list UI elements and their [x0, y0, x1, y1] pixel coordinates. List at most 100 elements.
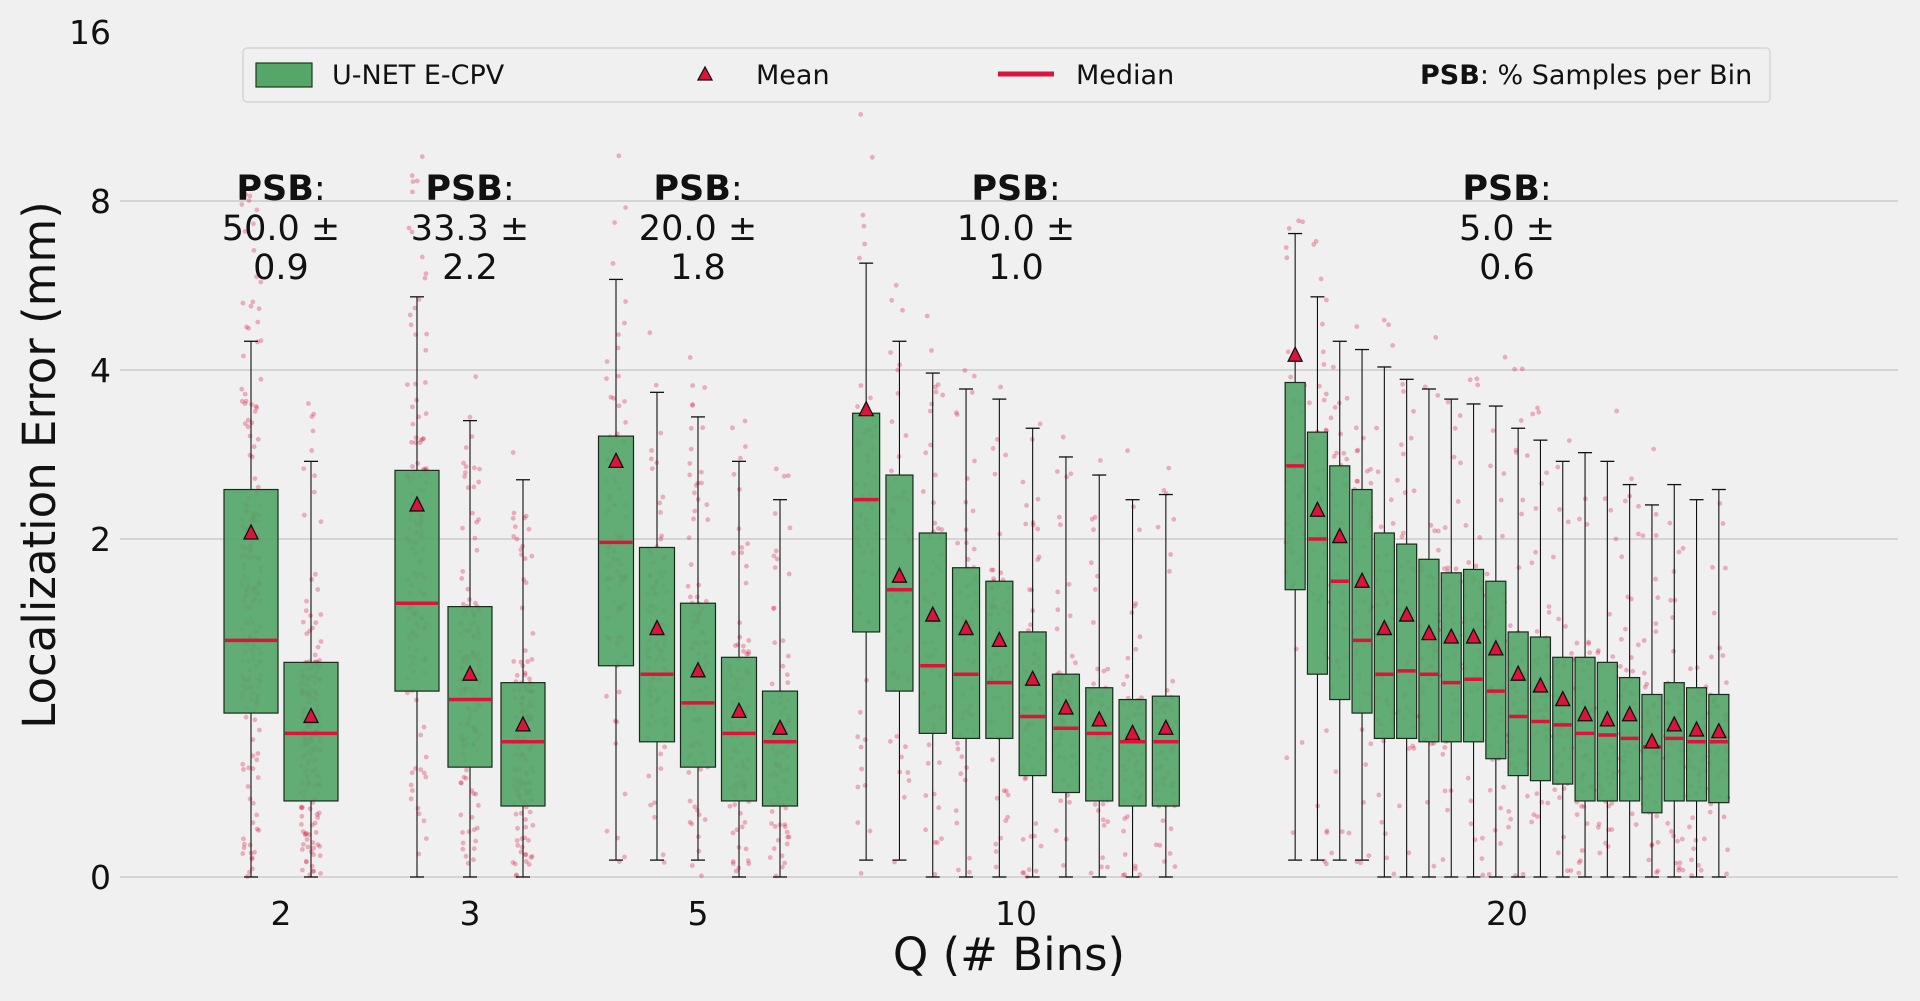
sample-point	[1354, 478, 1360, 484]
box-item	[720, 460, 758, 878]
sample-point	[471, 484, 477, 490]
sample-point	[1167, 568, 1172, 574]
sample-point	[779, 853, 785, 859]
sample-point	[962, 777, 968, 783]
sample-point	[1055, 589, 1061, 595]
sample-point	[1473, 563, 1479, 569]
sample-point	[526, 526, 532, 532]
sample-point	[696, 582, 702, 588]
sample-point	[510, 450, 516, 455]
sample-point	[1710, 564, 1715, 570]
sample-point	[1285, 349, 1291, 355]
sample-point	[1153, 842, 1159, 848]
mean-marker	[957, 619, 975, 636]
sample-point	[782, 824, 788, 830]
sample-point	[622, 854, 627, 860]
sample-point	[473, 791, 479, 797]
sample-point	[1317, 383, 1322, 389]
sample-point	[460, 830, 465, 835]
sample-point	[1487, 787, 1493, 793]
sample-point	[703, 598, 709, 604]
sample-point	[746, 649, 751, 654]
sample-point	[1466, 560, 1472, 565]
sample-point	[522, 670, 528, 676]
sample-point	[932, 520, 938, 526]
sample-point	[774, 556, 780, 562]
sample-point	[299, 822, 304, 827]
sample-point	[1579, 848, 1585, 853]
sample-point	[1311, 242, 1317, 247]
sample-point	[1061, 863, 1066, 868]
box-iqr	[1663, 682, 1685, 802]
sample-point	[1563, 624, 1568, 629]
sample-point	[731, 471, 737, 477]
sample-point	[1073, 660, 1078, 666]
sample-point	[1445, 565, 1451, 571]
sample-point	[1688, 666, 1693, 672]
mean-marker	[1599, 710, 1616, 727]
sample-point	[417, 440, 423, 446]
sample-point	[1680, 545, 1686, 551]
sample-point	[657, 500, 663, 506]
sample-point	[514, 838, 520, 843]
x-axis-ticks: 2 3 5 10 20	[271, 894, 1529, 933]
sample-point	[1565, 868, 1570, 874]
sample-point	[899, 754, 904, 760]
sample-point	[1533, 549, 1538, 555]
sample-point	[1673, 860, 1679, 866]
sample-point	[1125, 448, 1130, 454]
sample-point	[686, 770, 692, 775]
sample-point	[1534, 791, 1540, 796]
sample-point	[1475, 382, 1481, 388]
box-iqr	[985, 580, 1014, 740]
sample-point	[304, 631, 310, 637]
box-item	[1329, 340, 1351, 861]
psb-value: 50.0 ±	[222, 209, 340, 249]
sample-point	[459, 780, 464, 786]
sample-point	[1531, 812, 1537, 818]
sample-point	[862, 737, 868, 743]
box-iqr	[1418, 558, 1440, 743]
sample-point	[309, 448, 315, 453]
box-item	[1685, 499, 1708, 878]
sample-point	[1579, 803, 1584, 809]
mean-marker	[1576, 705, 1594, 722]
sample-point	[869, 154, 875, 160]
mean-marker	[924, 605, 941, 622]
sample-point	[255, 751, 261, 756]
sample-point	[1468, 821, 1474, 827]
sample-point	[935, 526, 941, 531]
sample-point	[1655, 595, 1661, 601]
sample-point	[1529, 819, 1534, 825]
sample-point	[685, 583, 691, 589]
sample-point	[933, 389, 939, 395]
box-iqr	[951, 567, 981, 740]
sample-point	[658, 766, 664, 771]
sample-point	[704, 502, 710, 508]
sample-point	[1586, 641, 1591, 647]
sample-point	[611, 395, 616, 401]
sample-point	[467, 414, 473, 420]
box-item	[1507, 427, 1529, 878]
sample-point	[469, 434, 475, 439]
sample-point	[311, 852, 316, 858]
sample-point	[317, 843, 323, 849]
sample-point	[1035, 496, 1041, 502]
sample-point	[1544, 470, 1549, 476]
sample-point	[1484, 571, 1490, 577]
sample-point	[1709, 654, 1714, 660]
mean-marker	[242, 523, 260, 540]
sample-point	[1324, 297, 1329, 303]
sample-point	[254, 207, 260, 213]
sample-point	[1429, 741, 1434, 747]
sample-point	[1386, 322, 1391, 328]
sample-point	[1027, 587, 1032, 592]
sample-point	[1001, 788, 1007, 794]
sample-point	[419, 154, 425, 160]
sample-point	[1619, 554, 1625, 560]
box-iqr	[1596, 661, 1618, 802]
sample-point	[616, 403, 622, 409]
sample-point	[994, 795, 1000, 801]
sample-point	[1095, 808, 1101, 813]
sample-point	[857, 709, 863, 715]
